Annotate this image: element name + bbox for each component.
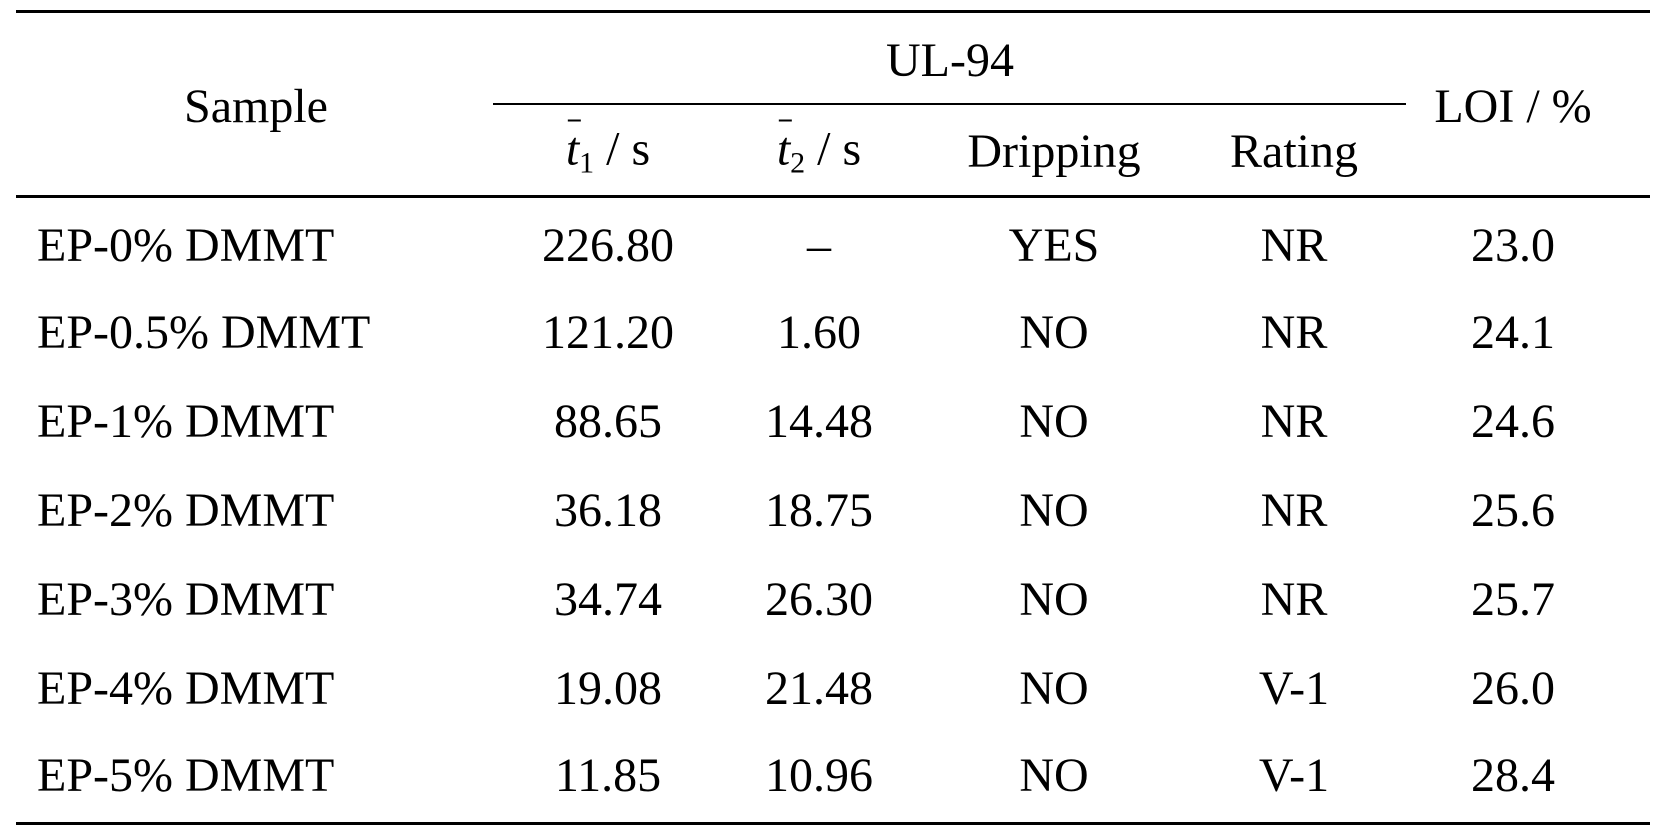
header-dripping: Dripping [967,125,1141,178]
cell-rating: NR [1260,395,1328,448]
cell-loi: 25.6 [1471,484,1555,537]
cell-rating: V-1 [1258,749,1330,802]
cell-sample: EP-5% DMMT [37,749,335,802]
cell-loi: 26.0 [1471,662,1555,715]
cell-rating: NR [1260,306,1328,359]
cell-t2: 10.96 [765,749,873,802]
mean-bar [778,119,793,122]
cell-dripping: YES [1008,219,1100,272]
cell-t2: – [807,219,831,272]
t2-symbol: t [776,119,793,176]
ul94-group-rule [493,103,1406,105]
cell-sample: EP-3% DMMT [37,573,335,626]
cell-rating: NR [1260,484,1328,537]
cell-t2: 18.75 [765,484,873,537]
cell-sample: EP-1% DMMT [37,395,335,448]
cell-dripping: NO [1019,484,1089,537]
t2-unit: / s [805,122,862,176]
cell-t1: 226.80 [542,219,674,272]
header-t1: t1 / s [565,119,651,180]
header-sample: Sample [184,80,328,133]
cell-dripping: NO [1019,306,1089,359]
cell-sample: EP-0% DMMT [37,219,335,272]
t1-subscript: 1 [579,146,595,180]
cell-dripping: NO [1019,749,1089,802]
cell-sample: EP-0.5% DMMT [37,306,371,359]
t2-symbol-letter: t [776,122,791,176]
cell-t1: 121.20 [542,306,674,359]
cell-dripping: NO [1019,662,1089,715]
mean-bar [567,119,582,122]
header-ul94-group: UL-94 [886,34,1014,87]
cell-loi: 24.1 [1471,306,1555,359]
cell-loi: 25.7 [1471,573,1555,626]
header-rule [16,195,1650,198]
cell-t1: 36.18 [554,484,662,537]
cell-t1: 11.85 [554,749,662,802]
cell-rating: NR [1260,573,1328,626]
cell-t2: 26.30 [765,573,873,626]
cell-loi: 28.4 [1471,749,1555,802]
cell-sample: EP-2% DMMT [37,484,335,537]
cell-t2: 21.48 [765,662,873,715]
t2-subscript: 2 [790,146,806,180]
header-rating: Rating [1230,125,1358,178]
header-t2: t2 / s [776,119,862,180]
cell-loi: 24.6 [1471,395,1555,448]
cell-dripping: NO [1019,395,1089,448]
cell-t1: 19.08 [554,662,662,715]
cell-sample: EP-4% DMMT [37,662,335,715]
cell-t1: 34.74 [554,573,662,626]
bottom-rule [16,822,1650,825]
top-rule [16,10,1650,13]
cell-rating: NR [1260,219,1328,272]
cell-t2: 14.48 [765,395,873,448]
cell-t1: 88.65 [554,395,662,448]
t1-symbol-letter: t [565,122,580,176]
cell-loi: 23.0 [1471,219,1555,272]
cell-dripping: NO [1019,573,1089,626]
cell-t2: 1.60 [777,306,861,359]
t1-unit: / s [594,122,651,176]
t1-symbol: t [565,119,582,176]
header-loi: LOI / % [1434,80,1592,133]
cell-rating: V-1 [1258,662,1330,715]
